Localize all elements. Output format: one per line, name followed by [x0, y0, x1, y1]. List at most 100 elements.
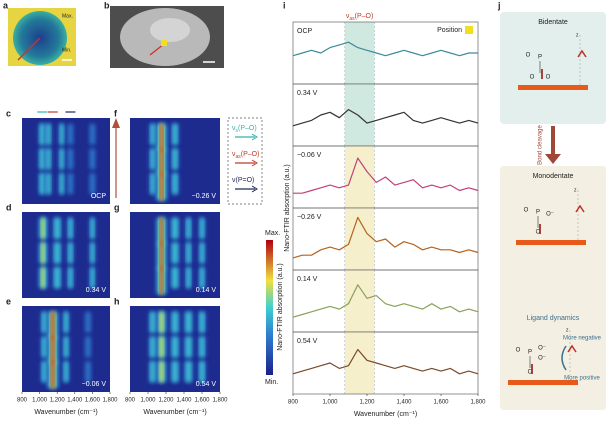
legend-swatch — [465, 26, 473, 34]
heat-streak — [46, 148, 51, 170]
symbol-sub: s — [236, 128, 239, 134]
legend-label: Position — [437, 27, 462, 34]
heat-streak — [89, 148, 96, 170]
heatmap-label: 0.14 V — [196, 287, 217, 294]
y-axis-label: Nano-FTIR absorption (a.u.) — [284, 164, 291, 252]
dipole — [567, 344, 577, 353]
band — [344, 146, 375, 208]
symbol-sub: as — [349, 16, 355, 22]
atom: O⁻ — [546, 212, 554, 218]
arrow-label: Bond cleavage — [538, 124, 544, 164]
heat-streak — [51, 361, 55, 388]
heat-streak — [200, 267, 204, 288]
heatmap-label: OCP — [91, 193, 107, 200]
x-tick-label: 1,600 — [433, 400, 449, 406]
heat-streak — [42, 312, 46, 333]
heat-streak — [186, 267, 191, 288]
heat-streak — [60, 148, 64, 170]
atom: O — [526, 53, 531, 59]
electrode — [516, 240, 586, 245]
heat-streak — [172, 242, 178, 264]
dipole — [577, 49, 587, 58]
x-tick-label: 1,600 — [85, 398, 101, 404]
heat-streak — [159, 361, 164, 382]
band — [344, 22, 375, 84]
heat-streak — [68, 218, 73, 239]
spectrum — [292, 216, 479, 259]
atom: O — [528, 370, 533, 376]
x-tick-label: 1,200 — [158, 398, 174, 404]
x-tick-label: 800 — [125, 398, 136, 404]
heat-streak — [40, 124, 45, 145]
time-arrow-head — [112, 118, 120, 128]
x-tick-label: 1,800 — [102, 398, 118, 404]
heat-streak — [160, 173, 163, 200]
more-negative: More negative — [563, 336, 602, 342]
panel-letter: i — [283, 0, 286, 10]
heatmap — [22, 118, 110, 204]
z-label: z — [576, 32, 579, 38]
atom: P — [528, 350, 532, 356]
series-label: 0.54 V — [297, 338, 318, 345]
atom: O⁻ — [538, 346, 546, 352]
line-scan — [17, 37, 41, 61]
heatmap — [130, 306, 220, 392]
heat-streak — [90, 267, 94, 288]
symbol-label: νas(P–O) — [346, 13, 373, 22]
symbol: ν(P=O) — [232, 177, 254, 184]
heat-streak — [64, 361, 68, 382]
heat-streak — [200, 312, 204, 333]
x-tick-label: 1,200 — [359, 400, 375, 406]
heat-streak — [200, 242, 204, 264]
atom: O — [530, 75, 535, 81]
heat-streak — [186, 218, 191, 239]
series-label: 0.14 V — [297, 276, 318, 283]
z-label: z — [574, 187, 577, 193]
spectrum — [292, 109, 479, 127]
heat-streak — [51, 312, 55, 339]
image-feature — [150, 18, 190, 42]
heat-streak — [89, 124, 96, 145]
panel-letter: j — [497, 0, 501, 10]
symbol-sub: as — [236, 154, 242, 160]
panel-letter: f — [114, 108, 118, 118]
more-positive: More positive — [564, 376, 600, 382]
colorbar-label: Nano-FTIR absorption (a.u.) — [277, 263, 284, 351]
heatmap — [22, 212, 110, 298]
heat-streak — [150, 336, 155, 358]
band — [344, 332, 375, 394]
heatmap-bg — [22, 212, 110, 298]
dynamics-title: Ligand dynamics — [527, 315, 580, 322]
monodentate-box — [500, 166, 606, 410]
band — [344, 84, 375, 146]
heat-streak — [172, 218, 178, 239]
cleavage-arrow-head — [545, 154, 561, 164]
atom: O — [516, 348, 521, 354]
x-tick-label: 1,000 — [32, 398, 48, 404]
x-axis-label: Wavenumber (cm⁻¹) — [143, 409, 206, 416]
symbol-label: νas(P–O) — [232, 151, 259, 160]
heat-streak — [51, 336, 55, 364]
atom: O — [524, 208, 529, 214]
heat-streak — [150, 173, 155, 194]
panel-letter: d — [6, 202, 12, 212]
legend-arrow-head — [251, 185, 258, 193]
x-tick-label: 1,400 — [176, 398, 192, 404]
heat-streak — [173, 124, 177, 145]
spectrum — [292, 284, 479, 318]
map-min: Min. — [62, 47, 71, 53]
atom: O — [546, 75, 551, 81]
symbol-label: ν(P=O) — [232, 177, 254, 184]
heat-streak — [160, 148, 163, 176]
heat-streak — [173, 148, 177, 170]
panel-letter: c — [6, 108, 11, 118]
map-max: Max. — [62, 13, 73, 19]
series-label: 0.34 V — [297, 90, 318, 97]
subplot-frame — [292, 331, 479, 395]
heatmap-label: 0.34 V — [86, 287, 107, 294]
heatmap — [22, 306, 110, 392]
heat-streak — [90, 218, 94, 239]
x-tick-label: 1,000 — [140, 398, 156, 404]
symbol-rest: (P–O) — [355, 13, 374, 20]
